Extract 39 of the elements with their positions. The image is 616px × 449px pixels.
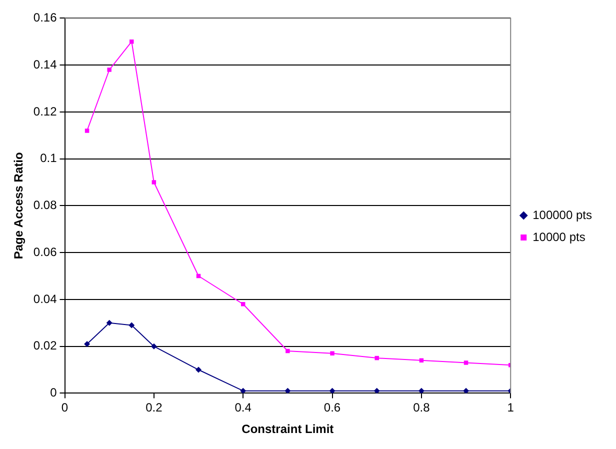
point	[106, 320, 112, 326]
y-tick-label: 0.02	[33, 338, 58, 353]
point	[152, 180, 156, 184]
point	[464, 360, 468, 365]
point	[150, 343, 157, 350]
x-tick-label: 0.2	[146, 400, 163, 415]
y-tick-label: 0.16	[33, 10, 58, 25]
x-tick-label: 0.4	[234, 400, 252, 415]
point	[329, 388, 336, 394]
point	[374, 356, 379, 360]
point	[196, 366, 202, 373]
point	[130, 40, 134, 44]
y-tick-label: 0.14	[33, 57, 58, 72]
y-tick-label: 0	[50, 386, 58, 400]
point	[286, 348, 290, 354]
point	[330, 351, 334, 356]
x-tick-label: 0.6	[324, 400, 341, 415]
point	[284, 388, 291, 394]
point	[374, 388, 380, 394]
x-tick-label: 0.8	[413, 400, 430, 415]
x-tick-label: 0	[61, 400, 68, 415]
point	[240, 388, 246, 394]
legend-label: 10000 pts	[532, 230, 586, 244]
point	[463, 388, 470, 394]
y-tick-label: 0.12	[33, 104, 58, 118]
y-tick-label: 0.06	[33, 244, 58, 259]
point	[107, 68, 112, 72]
x-tick-label: 1	[507, 400, 514, 415]
y-tick-label: 0.08	[33, 198, 58, 212]
point	[418, 388, 424, 394]
point	[240, 302, 246, 306]
x-axis-title: Constraint Limit	[242, 422, 334, 436]
y-tick-label: 0.04	[33, 292, 58, 306]
point	[84, 128, 90, 133]
y-axis-title: Page Access Ratio	[12, 152, 26, 260]
point	[84, 340, 90, 347]
point	[128, 322, 135, 328]
y-tick-label: 0.1	[40, 151, 58, 166]
legend-label: 100000 pts	[532, 208, 592, 222]
